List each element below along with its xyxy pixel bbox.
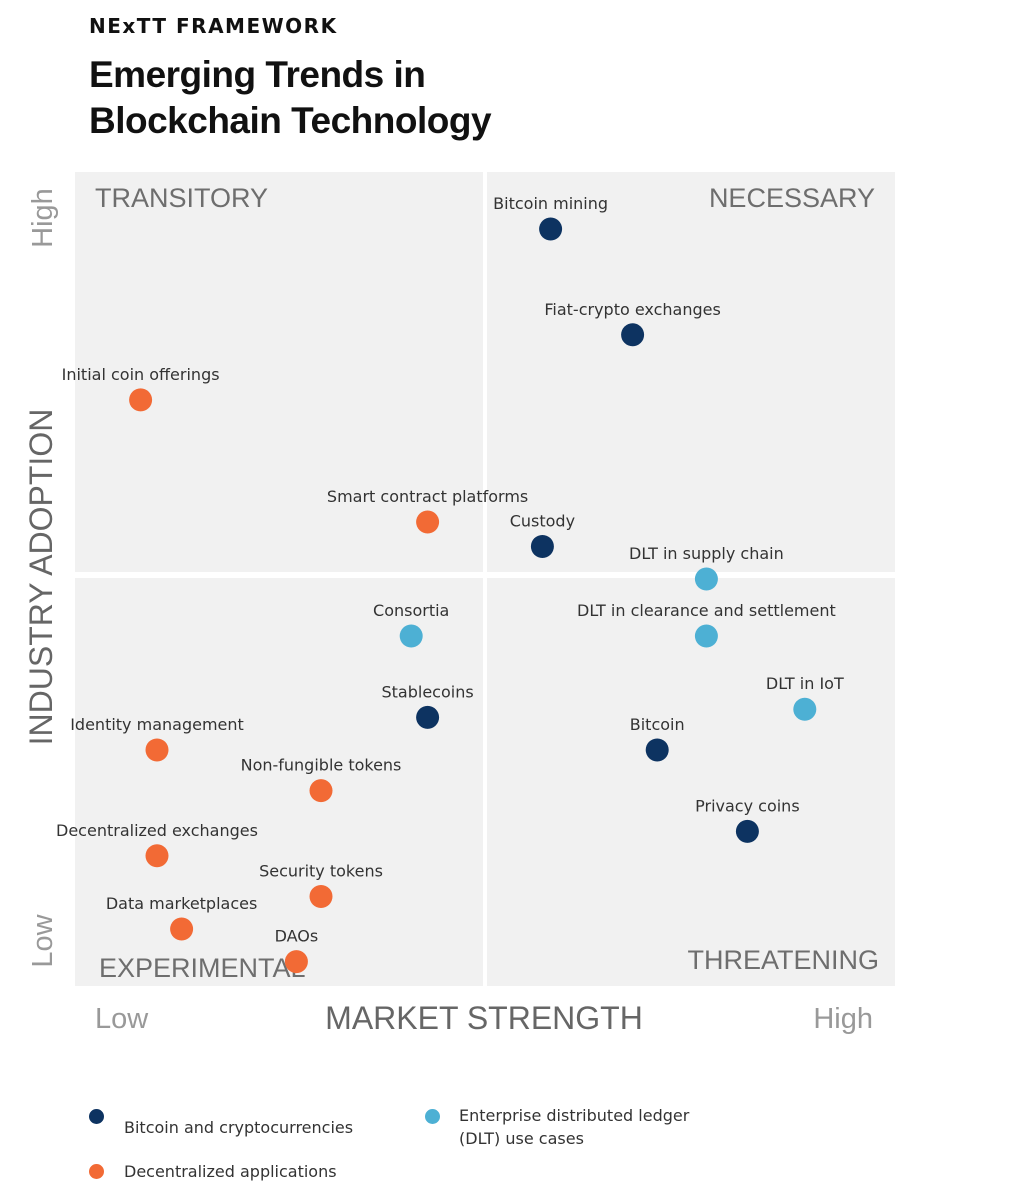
page-title: Emerging Trends in Blockchain Technology xyxy=(89,52,689,144)
data-label: Bitcoin mining xyxy=(493,194,608,213)
data-label: DAOs xyxy=(275,927,319,946)
legend-swatch-dapps xyxy=(89,1164,104,1179)
data-label: Stablecoins xyxy=(382,682,474,701)
legend-label: Decentralized applications xyxy=(124,1162,337,1181)
data-point-crypto xyxy=(530,534,554,558)
data-point-crypto xyxy=(645,738,669,762)
quadrant-transitory-panel xyxy=(75,172,483,572)
y-tick-high: High xyxy=(27,188,59,248)
framework-kicker: NExTT FRAMEWORK xyxy=(89,14,338,38)
data-label: Custody xyxy=(510,511,575,530)
data-label: Privacy coins xyxy=(695,796,800,815)
data-point-crypto xyxy=(539,217,563,241)
data-label: DLT in clearance and settlement xyxy=(577,601,836,620)
data-point-dlt xyxy=(793,697,817,721)
data-point-dapps xyxy=(129,388,153,412)
legend-label: Bitcoin and cryptocurrencies xyxy=(124,1118,354,1137)
data-point-dapps xyxy=(145,844,169,868)
data-point-dapps xyxy=(309,884,333,908)
quadrant-threatening-panel xyxy=(487,578,895,986)
data-label: Fiat-crypto exchanges xyxy=(544,300,720,319)
data-label: Identity management xyxy=(70,715,244,734)
data-label: Security tokens xyxy=(259,861,383,880)
data-label: Bitcoin xyxy=(630,715,685,734)
quadrant-label-experimental: EXPERIMENTAL xyxy=(99,953,306,983)
x-tick-high: High xyxy=(813,1003,873,1035)
quadrant-label-necessary: NECESSARY xyxy=(709,183,875,213)
x-tick-low: Low xyxy=(95,1003,149,1035)
title-line-2: Blockchain Technology xyxy=(89,100,492,141)
y-axis-title: INDUSTRY ADOPTION xyxy=(23,409,59,746)
data-label: Consortia xyxy=(373,601,449,620)
data-point-dlt xyxy=(694,624,718,648)
data-point-dlt xyxy=(399,624,423,648)
quadrant-label-transitory: TRANSITORY xyxy=(95,183,268,213)
data-point-dlt xyxy=(694,567,718,591)
title-line-1: Emerging Trends in xyxy=(89,54,426,95)
data-point-dapps xyxy=(309,779,333,803)
legend-label: (DLT) use cases xyxy=(459,1129,584,1148)
data-point-dapps xyxy=(145,738,169,762)
y-tick-low: Low xyxy=(27,913,59,967)
quadrant-label-threatening: THREATENING xyxy=(687,945,879,975)
data-point-dapps xyxy=(416,510,440,534)
data-label: Data marketplaces xyxy=(106,894,257,913)
data-label: Decentralized exchanges xyxy=(56,821,258,840)
data-label: Non-fungible tokens xyxy=(241,756,402,775)
x-axis-title: MARKET STRENGTH xyxy=(325,1000,643,1036)
legend-label: Enterprise distributed ledger xyxy=(459,1106,690,1125)
data-point-dapps xyxy=(284,950,308,974)
legend-swatch-crypto xyxy=(89,1109,104,1124)
data-point-dapps xyxy=(170,917,194,941)
data-label: Initial coin offerings xyxy=(62,365,220,384)
data-label: Smart contract platforms xyxy=(327,487,528,506)
data-label: DLT in supply chain xyxy=(629,544,784,563)
data-point-crypto xyxy=(621,323,645,347)
legend-swatch-dlt xyxy=(425,1109,440,1124)
data-point-crypto xyxy=(416,705,440,729)
data-label: DLT in IoT xyxy=(766,674,844,693)
data-point-crypto xyxy=(735,819,759,843)
